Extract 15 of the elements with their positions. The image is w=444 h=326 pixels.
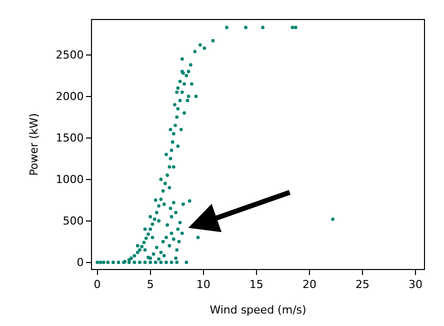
- x-tick-label: 5: [146, 278, 154, 292]
- x-tick-label: 0: [94, 278, 101, 292]
- y-tick-label: 1000: [56, 173, 84, 186]
- x-axis-title: Wind speed (m/s): [210, 303, 306, 316]
- y-tick-label: 500: [62, 214, 84, 228]
- y-tick-label: 0: [76, 256, 84, 270]
- x-tick-label: 15: [249, 278, 264, 292]
- y-tick-label: 2000: [56, 90, 84, 104]
- y-tick-label: 2500: [56, 48, 84, 62]
- y-tick-label: 1500: [56, 132, 84, 145]
- x-tick-label: 20: [302, 278, 316, 292]
- y-axis-title: Power (kW): [27, 113, 40, 176]
- x-tick-label: 10: [196, 278, 210, 292]
- x-tick-label: 30: [408, 278, 423, 292]
- x-tick-label: 25: [355, 278, 370, 292]
